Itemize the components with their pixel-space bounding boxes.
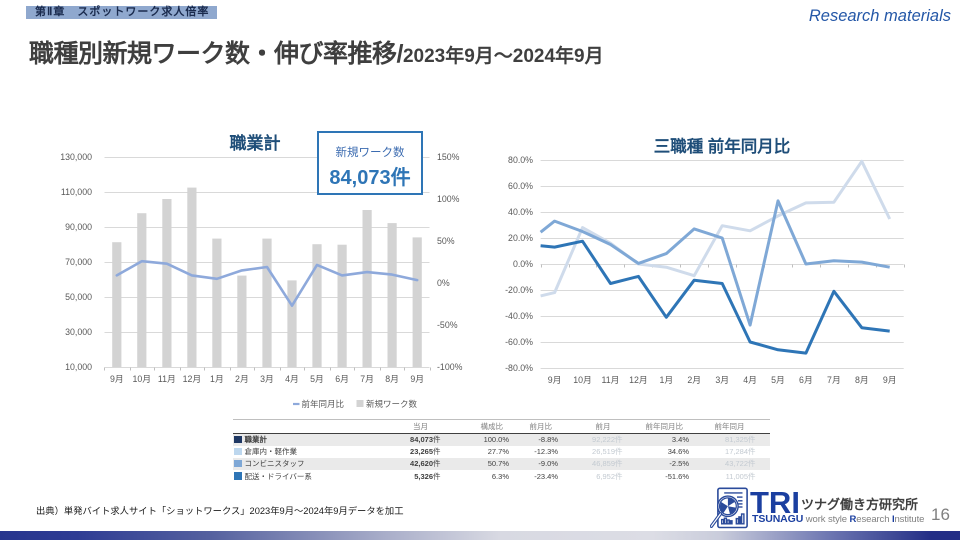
svg-text:50,000: 50,000 [65,292,92,302]
svg-text:4月: 4月 [743,375,757,385]
svg-text:-100%: -100% [437,362,463,372]
svg-text:5月: 5月 [310,374,324,384]
svg-text:6月: 6月 [335,374,349,384]
svg-text:8月: 8月 [855,375,869,385]
svg-text:50%: 50% [437,236,455,246]
svg-text:7月: 7月 [827,375,841,385]
svg-text:70,000: 70,000 [65,257,92,267]
svg-text:6月: 6月 [799,375,813,385]
svg-text:1月: 1月 [210,374,224,384]
svg-text:20.0%: 20.0% [508,233,533,243]
svg-text:3月: 3月 [715,375,729,385]
svg-text:84,073件: 84,073件 [329,165,410,189]
svg-text:前年同月比: 前年同月比 [302,399,345,409]
svg-text:新規ワーク数: 新規ワーク数 [366,399,418,409]
svg-text:9月: 9月 [883,375,897,385]
svg-text:80.0%: 80.0% [508,155,533,165]
svg-text:12月: 12月 [183,374,202,384]
svg-text:30,000: 30,000 [65,327,92,337]
svg-text:130,000: 130,000 [60,152,92,162]
svg-text:0.0%: 0.0% [513,259,533,269]
svg-text:150%: 150% [437,152,460,162]
svg-text:3月: 3月 [260,374,274,384]
svg-text:10月: 10月 [133,374,152,384]
svg-text:-60.0%: -60.0% [505,337,533,347]
svg-text:4月: 4月 [285,374,299,384]
svg-text:12月: 12月 [629,375,648,385]
svg-text:10月: 10月 [573,375,592,385]
svg-text:9月: 9月 [110,374,124,384]
svg-text:40.0%: 40.0% [508,207,533,217]
svg-text:11月: 11月 [158,374,176,384]
svg-text:-20.0%: -20.0% [505,285,533,295]
svg-text:100%: 100% [437,194,460,204]
svg-text:8月: 8月 [385,374,399,384]
svg-text:9月: 9月 [548,375,562,385]
svg-text:2月: 2月 [687,375,701,385]
svg-text:-80.0%: -80.0% [505,363,533,373]
svg-text:1月: 1月 [659,375,673,385]
svg-text:60.0%: 60.0% [508,181,533,191]
svg-text:11月: 11月 [602,375,620,385]
svg-text:新規ワーク数: 新規ワーク数 [336,145,405,159]
svg-text:10,000: 10,000 [65,362,92,372]
svg-text:三職種 前年同月比: 三職種 前年同月比 [654,136,791,156]
svg-text:9月: 9月 [410,374,424,384]
svg-text:職業計: 職業計 [230,133,281,153]
svg-text:-50%: -50% [437,320,458,330]
svg-text:5月: 5月 [771,375,785,385]
svg-text:-40.0%: -40.0% [505,311,533,321]
svg-text:110,000: 110,000 [61,187,92,197]
svg-text:90,000: 90,000 [65,222,92,232]
svg-text:2月: 2月 [235,374,249,384]
svg-text:0%: 0% [437,278,450,288]
svg-text:7月: 7月 [360,374,374,384]
